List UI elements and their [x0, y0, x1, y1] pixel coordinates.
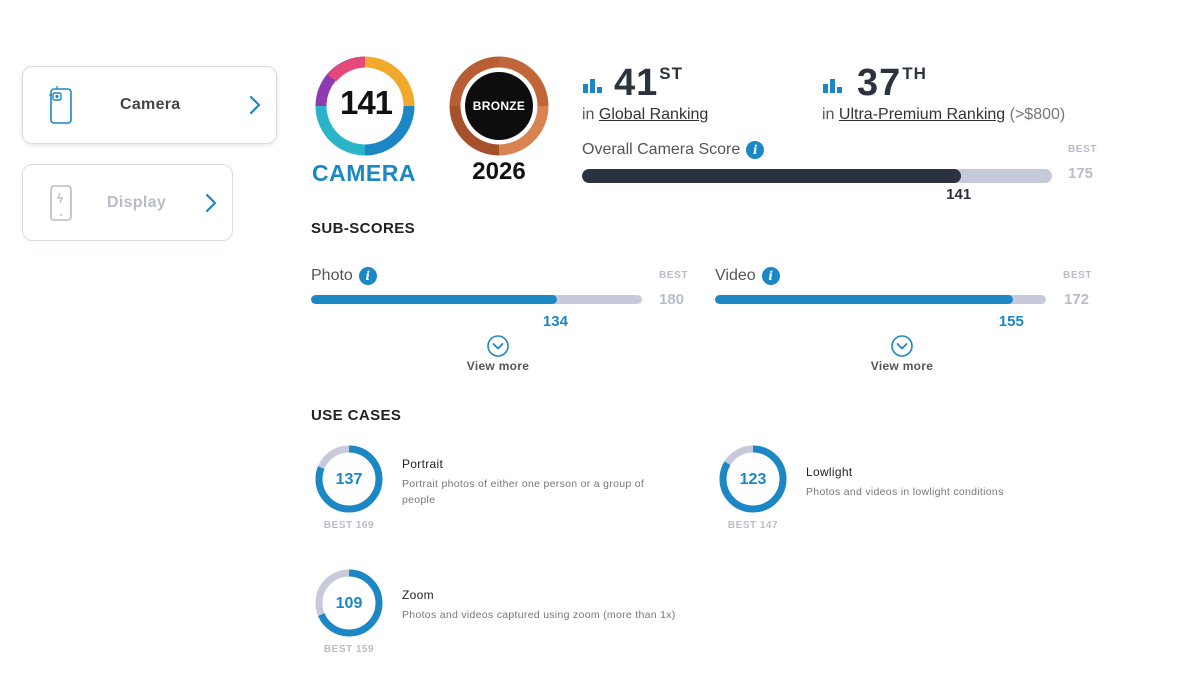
photo-view-more-button[interactable]: View more — [453, 335, 543, 373]
photo-score-value: 134 — [542, 313, 568, 330]
ring-fill — [315, 569, 383, 637]
lowlight-description: Photos and videos in lowlight conditions — [806, 486, 1004, 498]
photo-best-value: 180 — [659, 291, 685, 308]
sidebar-item-label: Camera — [120, 96, 181, 113]
lowlight-best: BEST 147 — [727, 520, 779, 531]
sidebar-item-camera[interactable]: Camera — [22, 66, 277, 144]
zoom-title: Zoom — [402, 588, 434, 602]
premium-ranking-link[interactable]: Ultra-Premium Ranking — [838, 106, 1006, 123]
photo-score-fill — [311, 295, 558, 304]
global-rank: 41ST — [614, 62, 684, 104]
video-best-value: 172 — [1064, 291, 1090, 308]
photo-label: Photo i — [311, 267, 377, 285]
overall-best-value: 175 — [1068, 165, 1094, 182]
info-icon[interactable]: i — [746, 141, 765, 159]
award-year: 2026 — [472, 158, 526, 185]
overall-score-fill — [582, 169, 961, 183]
camera-score-badge-icon — [315, 56, 415, 156]
award-level-label: BRONZE — [472, 99, 526, 113]
lowlight-title: Lowlight — [806, 465, 853, 479]
camera-score-value: 141 — [339, 84, 393, 121]
info-icon[interactable]: i — [358, 267, 377, 285]
sidebar-item-label: Display — [107, 194, 167, 211]
bronze-award-badge-icon — [449, 56, 549, 156]
ranking-bar-icon — [823, 79, 842, 93]
sidebar-item-display[interactable]: Display — [22, 164, 233, 241]
chevron-right-icon — [205, 193, 217, 213]
view-more-label: View more — [870, 359, 934, 373]
zoom-description: Photos and videos captured using zoom (m… — [402, 609, 676, 621]
portrait-title: Portrait — [402, 457, 444, 471]
zoom-score-ring — [315, 569, 383, 637]
portrait-description: Portrait photos of either one person or … — [402, 478, 645, 506]
video-view-more-button[interactable]: View more — [857, 335, 947, 373]
zoom-score-value: 109 — [335, 595, 363, 612]
portrait-best: BEST 169 — [323, 520, 375, 531]
ring-fill — [719, 445, 787, 513]
global-ranking-caption: in Global Ranking — [582, 106, 709, 123]
overall-best-tag: BEST — [1068, 144, 1098, 155]
premium-rank: 37TH — [857, 62, 927, 104]
display-phone-icon — [50, 185, 72, 221]
info-icon[interactable]: i — [761, 267, 780, 285]
ranking-bar-icon — [583, 79, 602, 93]
camera-badge-label: CAMERA — [312, 160, 416, 186]
global-ranking-link[interactable]: Global Ranking — [598, 106, 709, 123]
use-cases-title: USE CASES — [311, 407, 402, 424]
video-score-fill — [715, 295, 1014, 304]
camera-phone-icon — [49, 86, 72, 124]
zoom-best: BEST 159 — [323, 644, 375, 655]
photo-score-bar — [311, 295, 642, 304]
premium-ranking-caption: in Ultra-Premium Ranking (>$800) — [822, 106, 1066, 123]
overall-score-value: 141 — [946, 186, 972, 203]
lowlight-score-ring — [719, 445, 787, 513]
overall-score-bar — [582, 169, 1052, 183]
view-more-label: View more — [466, 359, 530, 373]
ring-fill — [315, 445, 383, 513]
photo-best-tag: BEST — [659, 270, 689, 281]
chevron-down-circle-icon — [891, 335, 913, 357]
video-score-bar — [715, 295, 1046, 304]
subscores-title: SUB-SCORES — [311, 220, 416, 237]
video-label: Video i — [715, 267, 780, 285]
chevron-right-icon — [249, 95, 261, 115]
portrait-score-ring — [315, 445, 383, 513]
chevron-down-circle-icon — [487, 335, 509, 357]
portrait-score-value: 137 — [335, 471, 363, 488]
lowlight-score-value: 123 — [739, 471, 767, 488]
video-best-tag: BEST — [1063, 270, 1093, 281]
overall-score-label: Overall Camera Score i — [582, 141, 765, 159]
video-score-value: 155 — [998, 313, 1024, 330]
